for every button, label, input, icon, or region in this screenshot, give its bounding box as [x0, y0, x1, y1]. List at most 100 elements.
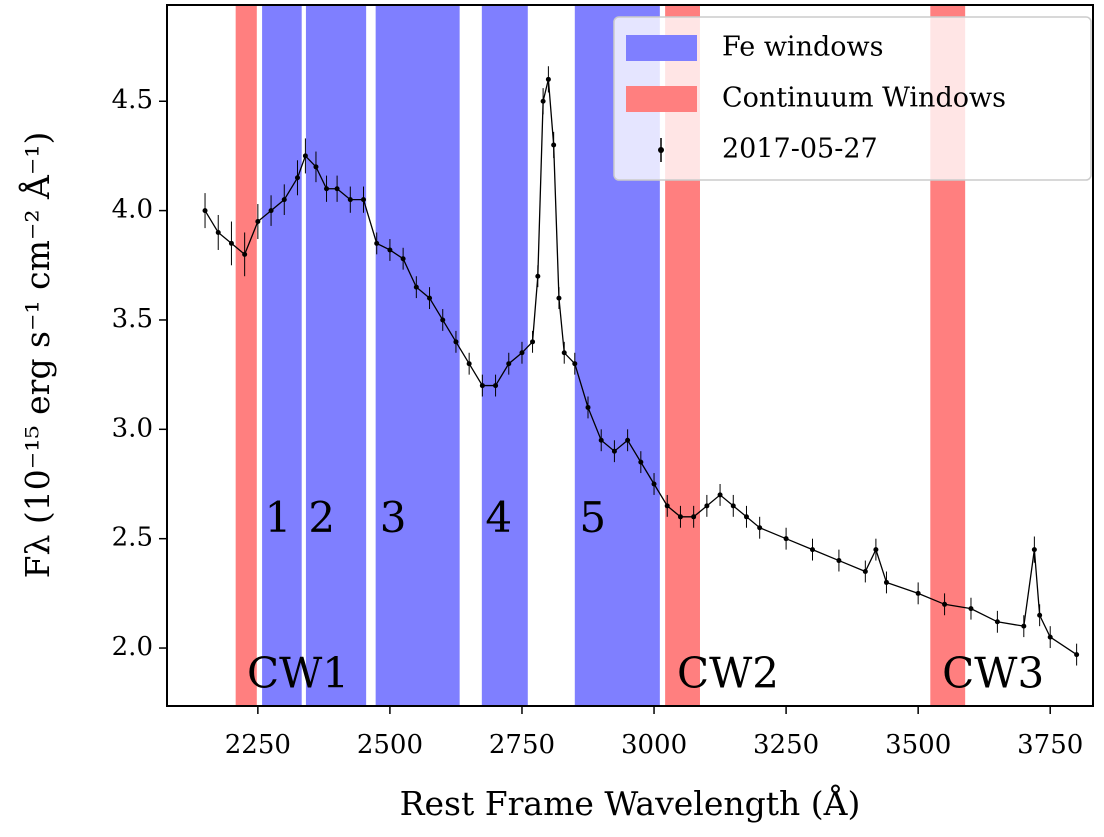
data-point	[324, 186, 330, 192]
window-span	[481, 5, 528, 706]
data-point	[302, 153, 308, 159]
data-point	[664, 503, 670, 509]
data-point	[440, 317, 446, 323]
data-point	[598, 437, 604, 443]
data-point	[313, 164, 319, 170]
y-tick-label: 3.0	[112, 413, 153, 443]
data-point	[374, 240, 380, 246]
data-point	[994, 619, 1000, 625]
legend-label: 2017-05-27	[722, 134, 878, 165]
data-point	[255, 219, 261, 225]
data-point	[294, 175, 300, 181]
data-point	[400, 256, 406, 262]
plot-frame	[166, 4, 1094, 707]
legend-swatch	[626, 35, 697, 61]
x-tick-label: 2750	[489, 730, 555, 760]
data-point	[361, 197, 367, 203]
data-point	[1074, 652, 1080, 658]
legend-label: Continuum Windows	[722, 83, 1006, 114]
data-point	[810, 547, 816, 553]
data-point	[268, 208, 274, 214]
x-tick-label: 2250	[225, 730, 291, 760]
annotation: 4	[485, 493, 512, 542]
data-point	[466, 361, 472, 367]
legend-swatch	[626, 86, 697, 112]
data-point	[883, 579, 889, 585]
data-point	[873, 547, 879, 553]
data-point	[836, 558, 842, 564]
y-tick-label: 2.0	[112, 632, 153, 662]
data-point	[551, 142, 557, 148]
data-point	[334, 186, 340, 192]
x-tick-label: 3250	[753, 730, 819, 760]
data-point	[1037, 612, 1043, 618]
annotation: 2	[308, 493, 335, 542]
data-point	[556, 295, 562, 301]
data-point	[215, 229, 221, 235]
data-point	[1021, 623, 1027, 629]
annotation: CW1	[247, 648, 349, 697]
data-point	[427, 295, 433, 301]
data-point	[540, 98, 546, 104]
data-point	[493, 383, 499, 389]
data-point	[757, 525, 763, 531]
window-span	[305, 5, 367, 706]
y-tick-label: 3.5	[112, 304, 153, 334]
data-point	[717, 492, 723, 498]
x-tick-label: 3000	[621, 730, 687, 760]
data-point	[202, 208, 208, 214]
legend: Fe windows Continuum Windows 2017-05-27	[613, 16, 1092, 181]
y-tick-label: 4.5	[112, 85, 153, 115]
data-point	[691, 514, 697, 520]
data-point	[572, 361, 578, 367]
data-point	[677, 514, 683, 520]
data-point	[651, 481, 657, 487]
data-point	[519, 350, 525, 356]
data-point	[915, 590, 921, 596]
y-tick-label: 2.5	[112, 523, 153, 553]
data-point	[1047, 634, 1053, 640]
data-point	[506, 361, 512, 367]
data-point	[281, 197, 287, 203]
data-point	[862, 568, 868, 574]
window-span	[235, 5, 257, 706]
data-point	[638, 459, 644, 465]
annotation: 5	[579, 493, 606, 542]
data-point	[479, 383, 485, 389]
data-point	[535, 273, 541, 279]
data-point	[743, 514, 749, 520]
data-point	[387, 247, 393, 253]
data-point	[530, 339, 536, 345]
annotation: 1	[265, 493, 292, 542]
window-span	[375, 5, 460, 706]
annotation: 3	[380, 493, 407, 542]
x-tick-label: 2500	[357, 730, 423, 760]
data-point	[347, 197, 353, 203]
data-point	[228, 240, 234, 246]
legend-label: Fe windows	[722, 32, 883, 63]
window-span	[262, 5, 302, 706]
x-axis-label: Rest Frame Wavelength (Å)	[400, 783, 861, 823]
data-point	[611, 448, 617, 454]
data-point	[585, 404, 591, 410]
data-point	[730, 503, 736, 509]
annotation: CW3	[942, 648, 1044, 697]
legend-box	[613, 16, 1092, 181]
x-tick-label: 3500	[885, 730, 951, 760]
data-point	[242, 251, 248, 257]
data-point	[1031, 547, 1037, 553]
data-point	[453, 339, 459, 345]
x-tick-label: 3750	[1017, 730, 1083, 760]
data-point	[545, 76, 551, 82]
legend-swatch	[658, 147, 664, 153]
annotation: CW2	[677, 648, 779, 697]
y-tick-label: 4.0	[112, 195, 153, 225]
data-point	[413, 284, 419, 290]
data-point	[561, 350, 567, 356]
data-point	[704, 503, 710, 509]
data-point	[968, 606, 974, 612]
data-point	[942, 601, 948, 607]
y-axis-label: Fλ (10⁻¹⁵ erg s⁻¹ cm⁻² Å⁻¹)	[17, 132, 57, 579]
data-point	[783, 536, 789, 542]
